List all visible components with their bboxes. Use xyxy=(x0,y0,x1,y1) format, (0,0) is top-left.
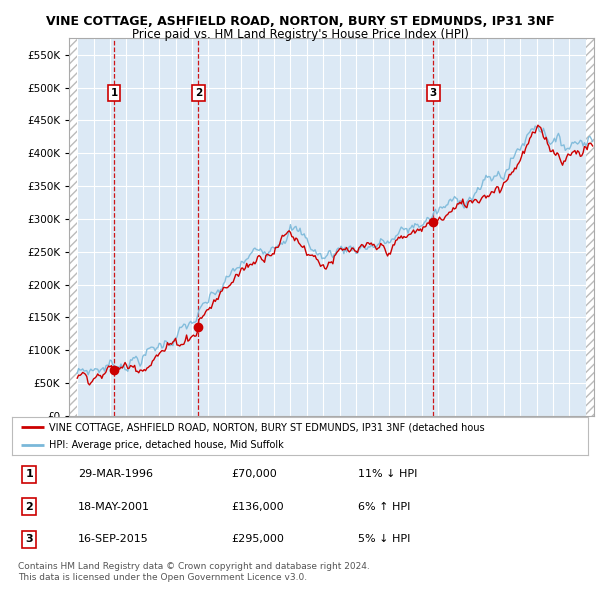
Text: 16-SEP-2015: 16-SEP-2015 xyxy=(78,535,149,545)
Text: 2: 2 xyxy=(25,502,33,512)
Text: 3: 3 xyxy=(430,88,437,98)
Text: 2: 2 xyxy=(194,88,202,98)
Text: 18-MAY-2001: 18-MAY-2001 xyxy=(78,502,150,512)
Text: This data is licensed under the Open Government Licence v3.0.: This data is licensed under the Open Gov… xyxy=(18,573,307,582)
Text: HPI: Average price, detached house, Mid Suffolk: HPI: Average price, detached house, Mid … xyxy=(49,440,284,450)
Text: VINE COTTAGE, ASHFIELD ROAD, NORTON, BURY ST EDMUNDS, IP31 3NF: VINE COTTAGE, ASHFIELD ROAD, NORTON, BUR… xyxy=(46,15,554,28)
Text: 3: 3 xyxy=(25,535,33,545)
Text: VINE COTTAGE, ASHFIELD ROAD, NORTON, BURY ST EDMUNDS, IP31 3NF (detached hous: VINE COTTAGE, ASHFIELD ROAD, NORTON, BUR… xyxy=(49,422,485,432)
Text: 1: 1 xyxy=(25,469,33,479)
Text: 1: 1 xyxy=(110,88,118,98)
Text: 11% ↓ HPI: 11% ↓ HPI xyxy=(358,469,417,479)
Text: Contains HM Land Registry data © Crown copyright and database right 2024.: Contains HM Land Registry data © Crown c… xyxy=(18,562,370,571)
Text: £136,000: £136,000 xyxy=(231,502,284,512)
Bar xyxy=(69,38,77,416)
Text: 6% ↑ HPI: 6% ↑ HPI xyxy=(358,502,410,512)
Text: Price paid vs. HM Land Registry's House Price Index (HPI): Price paid vs. HM Land Registry's House … xyxy=(131,28,469,41)
Text: £295,000: £295,000 xyxy=(231,535,284,545)
Text: £70,000: £70,000 xyxy=(231,469,277,479)
Bar xyxy=(586,38,594,416)
Text: 5% ↓ HPI: 5% ↓ HPI xyxy=(358,535,410,545)
Text: 29-MAR-1996: 29-MAR-1996 xyxy=(78,469,153,479)
